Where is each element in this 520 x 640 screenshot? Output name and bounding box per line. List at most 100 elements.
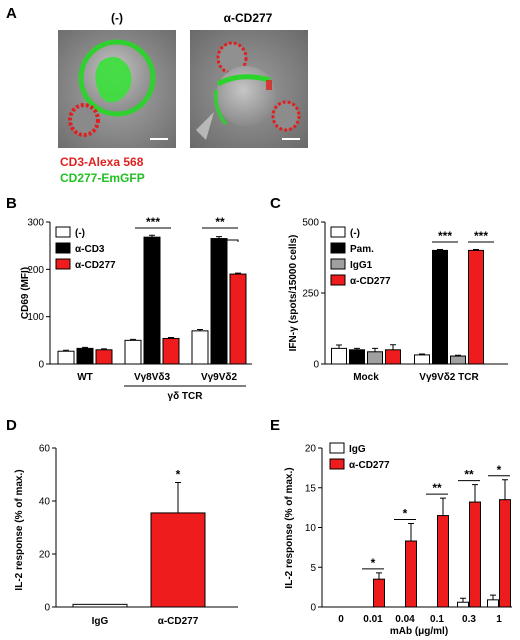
chart-b-error-bar [149,234,155,238]
chart-b-category-label: Vγ8Vδ3 [134,372,171,383]
chart-b-bar [191,330,209,365]
chart-b-legend-label: α-CD3 [75,244,105,255]
chart-c-category-label: Mock [353,372,379,383]
chart-e-category-label: 0.1 [430,614,444,625]
chart-d-category-label: α-CD277 [158,616,199,627]
chart-b-ytick-label: 200 [27,265,44,276]
chart-d-error-bar [175,481,181,513]
chart-e-category-label: 1 [496,614,502,625]
chart-b-ylabel: CD69 (MFI) [20,267,31,319]
chart-c-bar [414,354,430,365]
chart-e-ytick-label: 5 [310,563,316,574]
chart-c: 0 250 500 Mock Vγ9Vδ2 TCR *** *** (-) Pam. IgG1 α-… [302,218,508,383]
chart-c-bar [432,249,448,365]
chart-b-category-label: WT [77,372,93,383]
chart-b-bar [57,350,75,365]
chart-e-error-bar [376,572,382,580]
chart-e-category-label: 0.01 [363,614,383,625]
chart-c-ylabel: IFN-γ (spots/15000 cells) [288,235,299,352]
chart-b-bar [229,273,247,365]
chart-c-legend-label: Pam. [350,244,374,255]
chart-c-bar [385,349,401,365]
chart-e-bar [499,499,511,608]
chart-b-error-bar [101,348,107,350]
chart-e-ytick-label: 0 [310,603,316,614]
chart-e-legend-swatch [329,458,345,470]
panel-b: B CD69 (MFI) 0 100 200 300 WT Vγ8Vδ3 Vγ9Vδ2 γδ … [6,195,252,402]
chart-b-legend-swatch [55,242,71,254]
chart-b-bar [210,238,228,365]
micrograph-untreated [58,30,176,148]
panel-b-label: B [6,195,17,212]
chart-c-error-bar [372,347,378,352]
chart-e-ylabel: IL-2 response (% of max.) [284,467,295,588]
micrograph-1-title: (-) [111,11,123,25]
chart-e-sig-label: * [371,556,376,570]
chart-c-ytick-label: 500 [302,218,319,229]
chart-d-ylabel: IL-2 response (% of max.) [14,469,25,590]
chart-b-error-bar [197,328,203,331]
chart-c-ytick-label: 250 [302,289,319,300]
chart-c-error-bar [390,344,396,350]
chart-c-bar [349,349,365,365]
chart-b-bar [143,236,161,365]
chart-e-legend-label: IgG [349,444,366,455]
chart-e-sig-label: * [403,507,408,521]
chart-d-sig-label: * [176,467,181,481]
chart-e-category-label: 0.3 [462,614,476,625]
chart-e-category-label: 0 [338,614,344,625]
chart-d-ytick-label: 0 [44,603,50,614]
chart-c-bar [450,355,466,365]
chart-b-error-bar [63,349,69,352]
chart-e-bar [373,578,385,608]
chart-b-bar [76,347,94,365]
chart-b-ytick-label: 300 [27,218,44,229]
chart-c-legend-label: IgG1 [350,260,373,271]
chart-e-bar [405,540,417,608]
chart-e-legend-swatch [329,442,345,454]
chart-b-legend-label: (-) [75,228,85,239]
chart-c-error-bar [354,347,360,350]
chart-c-error-bar [419,353,425,355]
chart-b-error-bar [168,336,174,339]
chart-e-sig-label: ** [432,481,442,495]
chart-e-error-bar [502,479,508,500]
chart-b-legend-label: α-CD277 [75,260,116,271]
chart-b-error-bar [235,272,241,275]
legend-cd277-emgfp: CD277-EmGFP [60,171,145,185]
chart-e-ytick-label: 15 [305,483,317,494]
chart-c-error-bar [437,249,443,251]
micrograph-2-title: α-CD277 [224,11,273,25]
chart-e-sig-label: ** [464,468,474,482]
chart-c-bar [468,249,484,365]
chart-c-legend-swatch [330,258,346,270]
legend-cd3-alexa: CD3-Alexa 568 [60,155,144,169]
chart-b-legend-swatch [55,258,71,270]
chart-d-bar [150,512,206,608]
chart-c-legend-swatch [330,274,346,286]
chart-e-ytick-label: 20 [305,444,317,455]
chart-e-xlabel: mAb (μg/ml) [390,626,448,637]
chart-b-legend-swatch [55,226,71,238]
chart-c-category-label: Vγ9Vδ2 TCR [419,372,479,383]
chart-b-category-label: Vγ9Vδ2 [201,372,238,383]
chart-e-error-bar [460,597,466,603]
chart-b-ytick-label: 0 [38,360,44,371]
chart-d: 0 20 40 60 IgG α-CD277 * [39,444,238,627]
chart-b-error-bar [216,236,222,239]
chart-c-bar [367,351,383,365]
chart-c-error-bar [473,249,479,251]
chart-b-bar [124,339,142,365]
chart-c-legend-label: α-CD277 [350,276,391,287]
chart-d-ytick-label: 40 [39,497,51,508]
chart-d-ytick-label: 20 [39,550,51,561]
chart-b-sig-bracket [219,239,239,242]
panel-c-label: C [270,195,281,212]
chart-c-legend-swatch [330,226,346,238]
chart-e-bar [437,515,449,608]
micrograph-anti-cd277 [190,30,308,148]
chart-c-error-bar [455,354,461,357]
